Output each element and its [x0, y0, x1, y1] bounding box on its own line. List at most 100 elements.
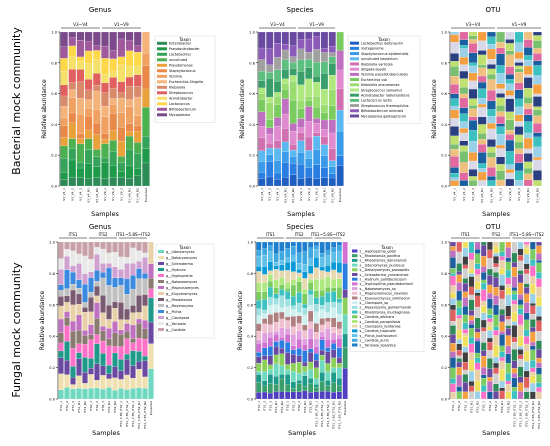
- bar-segment: [459, 132, 469, 141]
- bar-segment: [285, 320, 291, 329]
- bar-segment: [336, 367, 342, 379]
- legend-label: metagenome: [361, 47, 384, 51]
- bar-segment: [279, 318, 285, 328]
- bar-segment: [514, 58, 524, 63]
- bar-segment: [94, 270, 100, 282]
- x-tick-label: ITS2_2: [488, 401, 492, 411]
- bar-segment: [496, 47, 505, 54]
- bar-segment: [262, 342, 268, 348]
- bar-segment: [511, 293, 518, 301]
- bar-segment: [523, 167, 533, 174]
- legend-swatch: [352, 334, 358, 338]
- bar-segment: [70, 388, 76, 400]
- bar-segment: [281, 89, 289, 99]
- bar-segment: [477, 103, 487, 108]
- bar-segment: [325, 312, 331, 318]
- bar-segment: [450, 292, 456, 299]
- bar-segment: [258, 150, 266, 162]
- bar-segment: [100, 388, 106, 400]
- bar-segment: [456, 263, 462, 272]
- bar-segment: [523, 269, 530, 274]
- bar-segment: [505, 269, 512, 278]
- y-tick-label: 0.2: [49, 366, 55, 370]
- bar-segment: [290, 363, 296, 372]
- bar-segment: [477, 98, 487, 105]
- bar-segment: [511, 311, 518, 322]
- bar-segment: [256, 371, 262, 375]
- bar-segment: [133, 142, 142, 154]
- bar-segment: [450, 392, 456, 400]
- bar-segment: [273, 384, 279, 392]
- bar-segment: [133, 115, 142, 127]
- bar-segment: [493, 272, 499, 278]
- bar-segment: [296, 292, 302, 304]
- bar-segment: [266, 78, 274, 98]
- bar-segment: [273, 265, 279, 270]
- bar-segment: [112, 241, 118, 253]
- bar-segment: [462, 278, 469, 284]
- bar-segment: [530, 327, 536, 332]
- bar-segment: [533, 146, 542, 158]
- bar-segment: [487, 258, 493, 270]
- bar-segment: [256, 241, 262, 251]
- bar-segment: [499, 351, 505, 358]
- bar-segment: [281, 31, 289, 45]
- bar-segment: [308, 378, 314, 384]
- bar-segment: [336, 69, 344, 89]
- bar-segment: [450, 42, 459, 54]
- bar-segment: [267, 245, 273, 252]
- bar-segment: [468, 43, 478, 53]
- bar-segment: [505, 169, 515, 173]
- bar-segment: [262, 299, 268, 311]
- bar-segment: [258, 178, 266, 187]
- bar-segment: [100, 263, 106, 273]
- bar-segment: [477, 168, 487, 173]
- bar-segment: [130, 365, 136, 379]
- bar-segment: [487, 116, 496, 124]
- bar-segment: [480, 282, 487, 290]
- bar-segment: [487, 330, 493, 339]
- bar-segment: [130, 338, 136, 343]
- legend-label: Enterobacter: [169, 42, 192, 46]
- bar-segment: [505, 284, 512, 289]
- bar-segment: [262, 359, 268, 372]
- bar-segment: [256, 291, 262, 301]
- bar-segment: [302, 361, 308, 367]
- bar-segment: [313, 360, 319, 368]
- bar-segment: [308, 383, 314, 393]
- bar-segment: [273, 376, 279, 385]
- panel-title: OTU: [486, 6, 501, 14]
- bar-segment: [468, 31, 478, 37]
- bar-segment: [289, 131, 297, 145]
- bar-segment: [493, 383, 499, 392]
- bar-segment: [533, 123, 542, 133]
- bar-segment: [319, 257, 325, 267]
- bar-segment: [279, 353, 285, 366]
- bar-segment: [313, 178, 321, 187]
- bar-segment: [290, 255, 296, 262]
- bar-segment: [142, 88, 150, 108]
- bar-segment: [499, 285, 505, 291]
- bar-segment: [477, 88, 487, 99]
- bar-segment: [468, 324, 475, 329]
- bar-segment: [256, 266, 262, 272]
- bar-segment: [450, 246, 456, 251]
- bar-segment: [296, 252, 302, 264]
- panel-title: Species: [287, 6, 314, 14]
- bar-segment: [313, 76, 321, 83]
- bar-segment: [493, 326, 499, 331]
- bar-segment: [468, 268, 475, 274]
- bar-segment: [496, 65, 505, 74]
- bar-segment: [296, 391, 302, 400]
- y-tick-label: 0.6: [247, 303, 253, 307]
- bar-segment: [101, 92, 109, 107]
- bar-segment: [320, 31, 329, 49]
- bar-segment: [530, 319, 536, 328]
- bar-segment: [142, 305, 148, 321]
- bar-segment: [289, 68, 297, 76]
- legend-swatch: [158, 310, 164, 313]
- x-tick-label: ITS1_5.8S_ITS2_R2: [537, 401, 541, 429]
- bar-segment: [523, 263, 530, 270]
- bar-segment: [68, 138, 77, 149]
